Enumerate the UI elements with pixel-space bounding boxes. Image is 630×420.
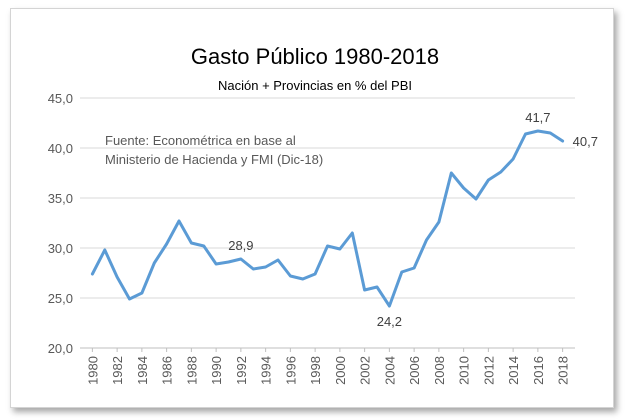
data-point xyxy=(487,178,490,182)
y-tick-label: 35,0 xyxy=(48,191,73,206)
x-tick-label: 2002 xyxy=(358,356,373,385)
data-point xyxy=(128,297,131,301)
data-label: 41,7 xyxy=(525,110,550,125)
y-tick-label: 25,0 xyxy=(48,291,73,306)
x-tick-label: 1996 xyxy=(283,356,298,385)
data-point xyxy=(338,247,342,251)
data-point xyxy=(400,270,403,274)
data-point xyxy=(412,266,416,270)
data-point xyxy=(425,238,428,242)
data-label: 24,2 xyxy=(377,314,402,329)
y-tick-label: 45,0 xyxy=(48,91,73,106)
data-point xyxy=(289,274,292,278)
data-point xyxy=(313,272,317,276)
data-label: 28,9 xyxy=(228,238,253,253)
data-point xyxy=(511,157,515,161)
data-point xyxy=(177,219,181,223)
data-point xyxy=(363,288,366,292)
y-tick-label: 20,0 xyxy=(48,341,73,356)
x-tick-label: 1992 xyxy=(234,356,249,385)
x-tick-label: 1990 xyxy=(209,356,224,385)
x-tick-label: 1984 xyxy=(135,356,150,385)
data-point xyxy=(437,220,441,224)
data-point xyxy=(549,131,552,135)
chart-frame xyxy=(10,8,614,408)
data-point xyxy=(474,197,478,201)
data-point xyxy=(140,291,144,295)
data-point xyxy=(91,272,94,276)
data-point xyxy=(103,248,106,252)
data-point xyxy=(202,244,205,248)
data-point xyxy=(462,186,465,190)
x-tick-label: 1986 xyxy=(160,356,175,385)
data-point xyxy=(165,242,168,246)
x-tick-label: 2004 xyxy=(382,356,397,385)
data-point xyxy=(227,260,230,264)
y-tick-label: 40,0 xyxy=(48,141,73,156)
data-point xyxy=(153,261,156,265)
x-tick-label: 1994 xyxy=(259,356,274,385)
data-point xyxy=(326,244,329,248)
x-tick-label: 1982 xyxy=(110,356,125,385)
x-tick-label: 2018 xyxy=(556,356,571,385)
source-note: Fuente: Econométrica en base al Minister… xyxy=(105,131,323,169)
x-tick-label: 2014 xyxy=(506,356,521,385)
data-point xyxy=(252,267,255,271)
x-tick-label: 2010 xyxy=(457,356,472,385)
data-point xyxy=(115,275,119,279)
x-tick-label: 2006 xyxy=(407,356,422,385)
data-point xyxy=(214,262,218,266)
x-tick-label: 1998 xyxy=(308,356,323,385)
x-tick-label: 2008 xyxy=(432,356,447,385)
data-point xyxy=(524,132,527,136)
data-point xyxy=(351,231,354,235)
x-tick-label: 1980 xyxy=(85,356,100,385)
data-point xyxy=(264,265,267,269)
data-point xyxy=(239,257,243,261)
y-tick-label: 30,0 xyxy=(48,241,73,256)
data-point xyxy=(499,170,502,174)
data-point xyxy=(536,129,540,133)
source-note-line-2: Ministerio de Hacienda y FMI (Dic-18) xyxy=(105,152,324,167)
data-point xyxy=(375,285,379,289)
data-point xyxy=(388,304,391,308)
data-point xyxy=(301,277,304,281)
data-point xyxy=(276,258,280,262)
x-tick-label: 2000 xyxy=(333,356,348,385)
data-point xyxy=(190,241,193,245)
x-tick-label: 1988 xyxy=(184,356,199,385)
chart-title: Gasto Público 1980-2018 xyxy=(190,44,440,69)
x-tick-label: 2012 xyxy=(481,356,496,385)
data-label: 40,7 xyxy=(573,134,598,149)
source-note-line-1: Fuente: Econométrica en base al xyxy=(105,133,296,148)
chart-subtitle: Nación + Provincias en % del PBI xyxy=(217,78,413,93)
data-point xyxy=(450,171,453,175)
data-point xyxy=(561,139,564,143)
x-tick-label: 2016 xyxy=(531,356,546,385)
series-line xyxy=(90,129,565,308)
